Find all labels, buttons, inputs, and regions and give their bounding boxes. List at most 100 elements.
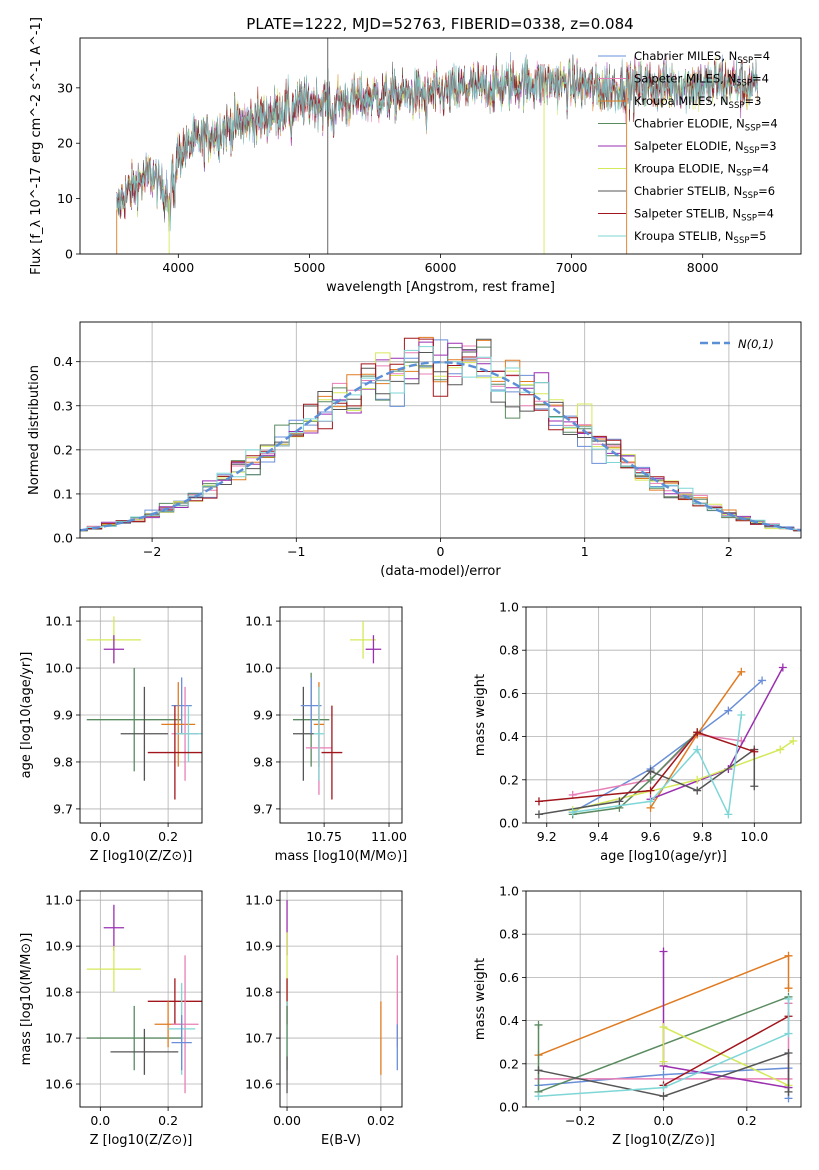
y-axis-label: Normed distribution [27,365,42,495]
weight-marker [784,951,793,960]
y-tick-label: 0.6 [499,970,519,985]
errorbar-point [147,978,202,1025]
legend-label-text: Chabrier MILES, N [634,49,737,63]
legend-label: Chabrier MILES, NSSP=4 [634,49,770,66]
legend-label-suffix: =3 [744,94,761,108]
plot-area [116,38,758,254]
errorbar-point [350,621,377,659]
chart-residuals: −2 −1 0 1 2 0.0 0.1 0.2 0.3 0.4 (data-model)/error… [27,321,802,579]
y-tick-label: 10.8 [245,985,273,1000]
weight-marker [659,1057,668,1066]
x-axis-label: E(B-V) [321,1133,361,1148]
y-tick-label: 1.0 [499,884,519,899]
legend-label-text: Salpeter STELIB, N [634,207,741,221]
legend-label: Kroupa ELODIE, NSSP=4 [634,162,769,179]
weight-marker [750,747,759,756]
weight-marker [615,797,624,806]
legend-label-suffix: =4 [752,162,769,176]
weight-marker [784,1087,793,1096]
y-axis-label: mass weight [473,958,488,1040]
y-tick-label: 20 [57,136,73,151]
weight-marker [534,1066,543,1075]
chart-mass_weight_vs_Z: −0.2 0.0 0.2 0.0 0.2 0.4 0.6 0.8 1.0 Z [log10(Z/Z… [473,884,802,1148]
weight-marker [534,797,543,806]
x-tick-label: 0.0 [90,1113,110,1128]
y-tick-label: 0.4 [499,729,519,744]
plot-area [280,607,402,823]
weight-line-salpeter-elodie [662,951,789,1089]
chart-mass_vs_Z: 0.0 0.2 10.6 10.7 10.8 10.9 11.0 Z [log10(Z/Z⊙)… [19,890,203,1148]
weight-marker [789,736,798,745]
x-axis-label: mass [log10(M/M⊙)] [275,849,408,864]
hist-salpeter-stelib [80,337,801,532]
y-tick-label: 0.4 [53,354,73,369]
errorbar-point [171,955,199,1094]
y-axis-label: age [log10(age/yr)] [19,652,34,779]
errorbar-point [103,904,125,951]
axes-frame [525,606,802,824]
x-tick-label: 10.0 [740,829,768,844]
weight-marker [646,767,655,776]
weight-line-chabrier-stelib [538,748,756,816]
x-axis-label: Z [log10(Z/Z⊙)] [612,1133,715,1148]
y-tick-label: 0.2 [53,442,73,457]
y-tick-label: 0.1 [53,486,73,501]
figure-title: PLATE=1222, MJD=52763, FIBERID=0338, z=0… [246,15,633,33]
weight-marker [659,1023,668,1032]
y-tick-label: 10.8 [45,985,73,1000]
y-tick-label: 9.7 [53,801,73,816]
y-tick-label: 9.8 [253,754,273,769]
x-tick-label: 9.6 [641,829,661,844]
errorbar-point [103,635,125,664]
weight-marker [659,1083,668,1092]
y-tick-label: 10.7 [45,1031,73,1046]
x-tick-label: 10.75 [306,829,342,844]
y-tick-label: 0.4 [499,1013,519,1028]
legend-label: Salpeter STELIB, NSSP=4 [634,207,774,224]
chart-mass_weight_vs_age: 9.2 9.4 9.6 9.8 10.0 0.0 0.2 0.4 0.6 0.8 1.0 age [l… [473,600,802,864]
x-tick-label: −1 [287,544,305,559]
plot-area [526,607,801,823]
legend-label: Chabrier ELODIE, NSSP=4 [634,117,778,134]
weight-marker [776,745,785,754]
weight-marker [737,667,746,676]
errorbar-point [86,1005,182,1071]
legend-label-suffix: =3 [760,139,777,153]
legend-label: Chabrier STELIB, NSSP=6 [634,184,775,201]
x-tick-label: 0.2 [737,1113,757,1128]
x-tick-label: 5000 [294,260,326,275]
weight-marker [646,786,655,795]
y-tick-label: 9.7 [253,801,273,816]
weight-marker [784,995,793,1003]
plot-area [80,607,202,823]
legend-label-suffix: =4 [752,72,769,86]
y-tick-label: 0.2 [499,1056,519,1071]
weight-line-kroupa-stelib [538,999,790,1097]
y-tick-label: 0.0 [499,816,519,831]
weight-marker [659,1070,668,1079]
weight-marker [646,775,655,784]
weight-marker [724,810,733,819]
y-axis-label: mass [log10(M/M⊙)] [19,933,34,1066]
legend-label-text: Salpeter MILES, N [634,72,736,86]
x-tick-label: 0.0 [90,829,110,844]
y-tick-label: 10.0 [245,661,273,676]
errorbar-point [174,705,202,762]
y-tick-label: 10.9 [245,939,273,954]
y-tick-label: 0.0 [499,1100,519,1115]
legend: N(0,1) [700,337,774,351]
y-tick-label: 0.2 [499,772,519,787]
chart-mass_vs_ebv: 0.00 0.02 10.6 10.7 10.8 10.9 11.0 E(B-V) [245,890,403,1148]
chart-spectrum: 4000 5000 6000 7000 8000 0 10 20 30 wavelength [A… [29,17,802,295]
x-tick-label: 7000 [556,260,588,275]
legend-label-text: Kroupa MILES, N [634,94,729,108]
legend-label: Salpeter MILES, NSSP=4 [634,72,769,89]
plot-area [280,891,402,1107]
weight-marker [534,810,543,819]
x-tick-label: 0.2 [158,829,178,844]
y-tick-label: 11.0 [245,893,273,908]
errorbar-point [365,635,382,664]
y-tick-label: 9.9 [253,708,273,723]
y-tick-label: 0.6 [499,686,519,701]
